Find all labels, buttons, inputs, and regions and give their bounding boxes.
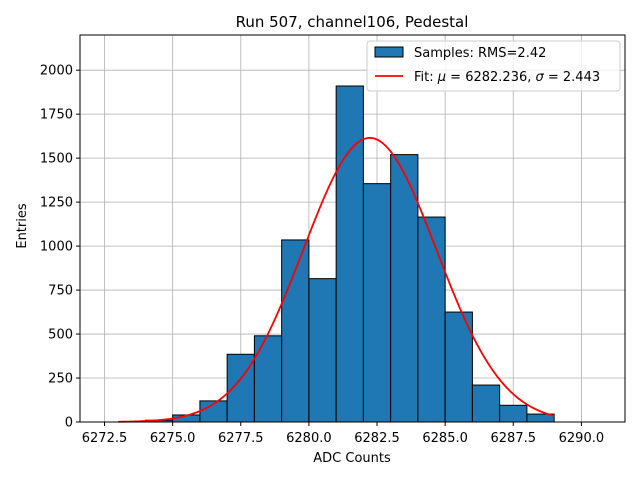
x-tick-label: 6280.0 bbox=[286, 431, 332, 446]
x-tick-label: 6277.5 bbox=[218, 431, 264, 446]
histogram-bar bbox=[308, 278, 337, 423]
histogram-bar bbox=[471, 384, 501, 423]
plot-frame bbox=[79, 34, 626, 423]
x-tick-label: 6275.0 bbox=[150, 431, 196, 446]
legend-fit-sigma-value: = 2.443 bbox=[544, 70, 600, 85]
y-axis-label: Entries bbox=[15, 203, 30, 249]
legend-fit-mu-symbol: μ bbox=[437, 70, 446, 85]
histogram-bar bbox=[390, 154, 419, 423]
x-tick-label: 6272.5 bbox=[82, 431, 128, 446]
legend-fit-sigma-symbol: σ bbox=[536, 70, 545, 85]
chart-title: Run 507, channel106, Pedestal bbox=[236, 13, 469, 31]
y-tick-label: 500 bbox=[48, 328, 73, 343]
y-tick-label: 1500 bbox=[40, 152, 73, 167]
x-tick-label: 6287.5 bbox=[491, 431, 537, 446]
legend-label-samples: Samples: RMS=2.42 bbox=[414, 46, 546, 61]
legend-fit-mu-value: = 6282.236, bbox=[446, 70, 535, 85]
x-tick-label: 6282.5 bbox=[354, 431, 400, 446]
legend-patch-samples bbox=[374, 46, 404, 58]
fit-curve bbox=[118, 137, 555, 423]
histogram-bar bbox=[499, 404, 528, 423]
y-tick-label: 2000 bbox=[40, 64, 73, 79]
legend-label-fit: Fit: μ = 6282.236, σ = 2.443 bbox=[414, 70, 600, 85]
histogram-bar bbox=[362, 183, 392, 423]
y-tick-label: 1250 bbox=[40, 196, 73, 211]
legend-fit-prefix: Fit: bbox=[414, 70, 438, 85]
legend-box bbox=[366, 40, 621, 92]
x-axis-label: ADC Counts bbox=[313, 451, 391, 466]
histogram-bar bbox=[335, 85, 364, 423]
x-tick-label: 6290.0 bbox=[559, 431, 605, 446]
axes: 6272.5 6275.0 6277.5 6280.0 6282.5 6285.0 6287… bbox=[40, 34, 626, 446]
histogram-bar bbox=[281, 239, 310, 423]
histogram-bar bbox=[253, 335, 283, 423]
y-tick-label: 1750 bbox=[40, 108, 73, 123]
histogram-bar bbox=[417, 216, 446, 423]
histogram-bar bbox=[444, 311, 473, 423]
y-tick-label: 750 bbox=[48, 284, 73, 299]
legend: Samples: RMS=2.42 Fit: μ = 6282.236, σ =… bbox=[366, 40, 621, 92]
x-tick-label: 6285.0 bbox=[422, 431, 468, 446]
y-tick-label: 250 bbox=[48, 372, 73, 387]
y-tick-label: 0 bbox=[65, 416, 73, 431]
fit-line bbox=[118, 137, 555, 423]
y-tick-label: 1000 bbox=[40, 240, 73, 255]
